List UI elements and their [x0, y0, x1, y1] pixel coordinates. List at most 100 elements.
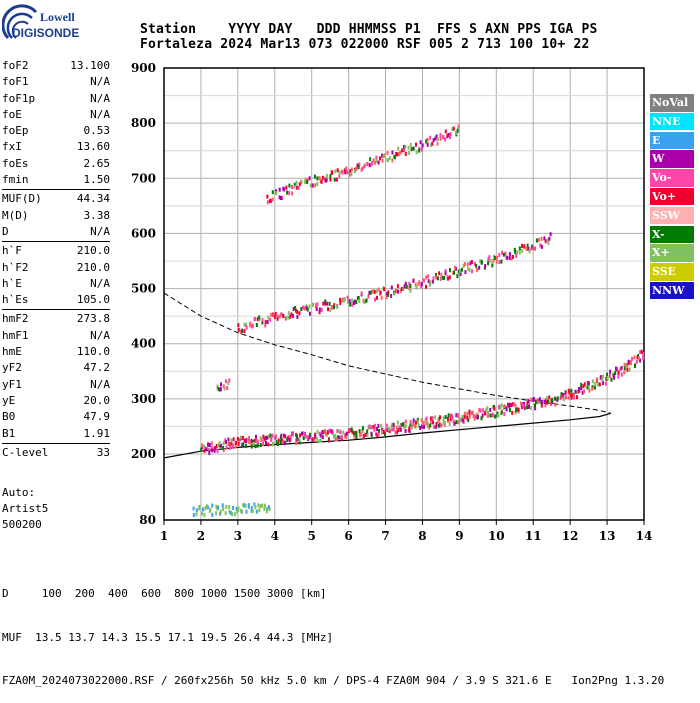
echo-point [639, 358, 641, 363]
echo-point [369, 157, 372, 162]
echo-point [325, 178, 328, 183]
logo-line2: DIGISONDE [12, 26, 80, 40]
echo-point [498, 253, 501, 257]
autoscaling-info: Auto: Artist5 500200 [2, 485, 48, 533]
echo-point [253, 438, 256, 443]
echo-point [296, 437, 299, 442]
echo-point [234, 440, 237, 445]
echo-point [410, 147, 413, 152]
echo-point [219, 509, 222, 514]
echo-point [502, 252, 505, 257]
echo-point [357, 165, 360, 170]
legend-item: Vo- [650, 169, 694, 187]
echo-point [336, 304, 339, 309]
echo-point [526, 243, 529, 248]
param-row: B0 47.9 [2, 409, 110, 425]
echo-point [527, 246, 530, 251]
echo-point [217, 443, 219, 448]
echo-point [227, 442, 230, 446]
x-tick-label: 4 [271, 529, 279, 543]
echo-point [435, 424, 438, 429]
echo-point [258, 315, 261, 320]
echo-point [387, 292, 390, 297]
echo-point [435, 134, 438, 139]
echo-point [271, 433, 274, 438]
echo-point [393, 155, 396, 160]
param-value: N/A [90, 75, 110, 89]
echo-point [282, 186, 285, 191]
echo-point [544, 239, 547, 244]
echo-point [397, 428, 400, 432]
echo-point [291, 191, 293, 196]
echo-point [412, 421, 415, 426]
echo-point [393, 291, 396, 296]
echo-point [409, 142, 412, 147]
echo-point [249, 321, 252, 326]
echo-point [435, 421, 438, 426]
echo-point [329, 174, 332, 179]
echo-point [497, 413, 500, 418]
echo-point [637, 356, 640, 361]
echo-point [374, 160, 376, 165]
x-tick-label: 3 [234, 529, 242, 543]
echo-point [430, 420, 433, 425]
echo-point [435, 273, 437, 277]
echo-point [453, 270, 455, 275]
echo-point [436, 276, 439, 281]
echo-point [478, 408, 481, 412]
echo-point [449, 417, 452, 422]
echo-point [431, 416, 434, 421]
echo-point [419, 426, 422, 430]
echo-point [511, 410, 514, 415]
echo-point [336, 435, 339, 440]
echo-point [294, 306, 297, 310]
echo-point [340, 169, 343, 174]
echo-point [597, 382, 600, 387]
legend-item: NoVal [650, 94, 694, 112]
echo-point [221, 503, 224, 508]
echo-point [451, 127, 454, 132]
echo-point [528, 249, 531, 254]
echo-point [264, 436, 266, 441]
echo-point [610, 377, 613, 382]
echo-point [267, 505, 270, 509]
echo-point [640, 349, 643, 354]
echo-point [336, 429, 339, 434]
param-row: B1 1.91 [2, 426, 110, 442]
echo-point [484, 408, 487, 413]
echo-point [399, 150, 402, 155]
echo-point [598, 382, 601, 387]
echo-point [402, 422, 405, 427]
echo-point [366, 429, 369, 434]
echo-point [520, 405, 523, 410]
echo-point [192, 506, 195, 511]
echo-point [390, 293, 393, 298]
echo-point [443, 275, 446, 280]
echo-point [399, 425, 402, 429]
echo-point [374, 423, 377, 428]
echo-point [476, 412, 479, 417]
echo-point [219, 387, 222, 392]
echo-point [213, 448, 216, 453]
param-value: N/A [90, 224, 110, 238]
echo-point [631, 356, 634, 361]
echo-point [437, 418, 440, 423]
echo-point [397, 289, 400, 294]
y-tick-label: 700 [131, 171, 156, 185]
echo-point [195, 512, 198, 517]
echo-point [311, 183, 314, 188]
echo-point [613, 375, 616, 380]
echo-point [306, 307, 309, 312]
echo-point [301, 431, 303, 436]
param-value: 20.0 [83, 393, 111, 407]
echo-point [409, 284, 412, 288]
echo-point [266, 320, 269, 324]
echo-point [390, 285, 393, 290]
echo-point [226, 386, 229, 390]
echo-point [429, 280, 432, 285]
echo-point [538, 397, 541, 402]
echo-point [321, 435, 324, 440]
echo-point [380, 423, 383, 428]
echo-point [629, 361, 632, 366]
echo-point [540, 236, 543, 241]
